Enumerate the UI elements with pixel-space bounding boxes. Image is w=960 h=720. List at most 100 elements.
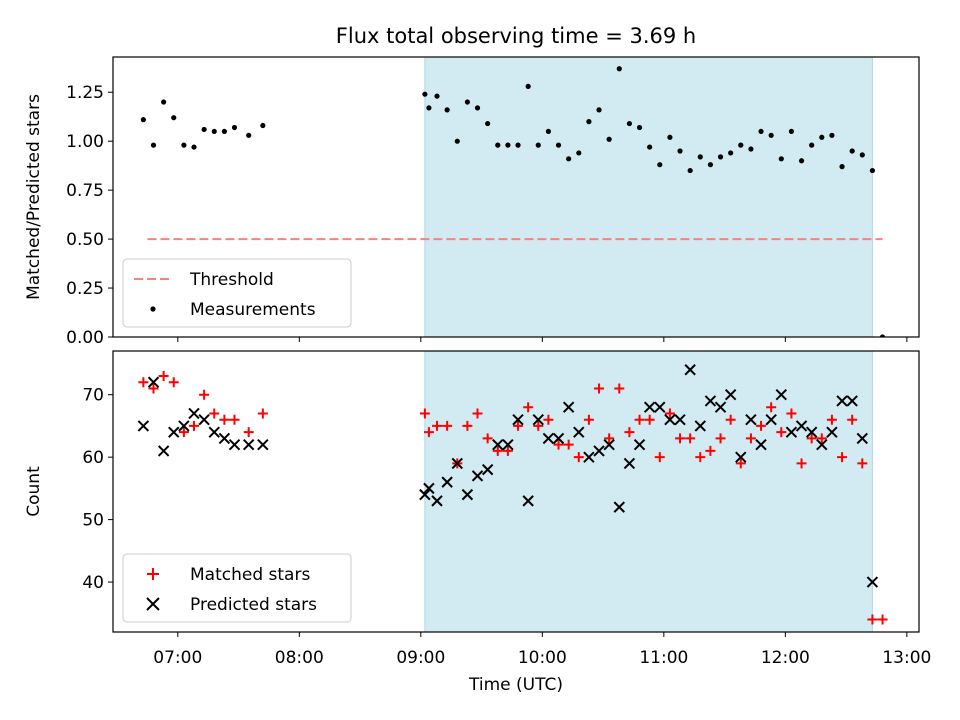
matched-star-point: [816, 433, 827, 444]
predicted-star-point: [188, 407, 200, 420]
matched-star-point: [148, 383, 159, 394]
matched-star-point: [219, 414, 230, 425]
legend-predicted-swatch: [146, 597, 160, 611]
measurement-point: [201, 126, 207, 133]
matched-star-point: [705, 445, 716, 456]
observing-span: [424, 56, 873, 338]
matched-star-point: [826, 414, 837, 425]
measurement-point: [495, 142, 501, 148]
predicted-star-point: [542, 432, 555, 445]
matched-star-point: [594, 383, 605, 394]
matched-star-point: [492, 445, 503, 456]
measurement-point: [626, 120, 633, 127]
measurement-point: [697, 154, 703, 160]
bottom-legend: Matched stars Predicted stars: [122, 553, 352, 623]
predicted-star-point: [512, 413, 524, 426]
predicted-star-point: [461, 488, 474, 501]
matched-star-point: [482, 433, 493, 444]
x-tick-label: 09:00: [396, 648, 445, 668]
predicted-star-point: [643, 401, 656, 413]
predicted-star-point: [724, 389, 737, 401]
matched-star-point: [654, 452, 665, 463]
predicted-star-point: [147, 376, 160, 388]
y-tick-label: 0.50: [66, 230, 104, 250]
x-tick-label: 10:00: [518, 648, 567, 668]
matched-star-point: [614, 383, 625, 394]
predicted-star-point: [198, 413, 210, 426]
bottom-axes-frame: [112, 350, 920, 633]
y-tick-label: 1.00: [66, 132, 104, 152]
measurement-point: [181, 142, 187, 148]
predicted-star-point: [704, 395, 717, 407]
matched-star-point: [209, 408, 220, 419]
predicted-star-point: [441, 476, 453, 488]
measurement-point: [839, 164, 845, 170]
predicted-star-point: [795, 420, 808, 432]
matched-star-point: [847, 414, 858, 425]
matched-star-point: [533, 420, 544, 431]
y-tick-label: 40: [82, 573, 104, 593]
y-tick-label: 0.75: [66, 181, 104, 201]
measurement-point: [140, 117, 146, 123]
measurement-point: [798, 158, 805, 164]
measurement-point: [616, 66, 622, 72]
matched-star-point: [419, 408, 430, 419]
matched-star-point: [178, 427, 189, 438]
matched-star-point: [423, 427, 434, 438]
predicted-star-point: [694, 420, 706, 432]
measurement-point: [809, 142, 815, 148]
observing-span: [424, 350, 873, 633]
matched-star-point: [735, 458, 746, 469]
matched-star-point: [462, 420, 473, 431]
measurement-point: [555, 142, 562, 148]
predicted-star-point: [623, 457, 636, 470]
measurement-point: [545, 128, 552, 135]
matched-star-point: [756, 420, 767, 431]
predicted-star-point: [836, 395, 848, 407]
measurement-point: [422, 91, 428, 97]
measurement-point: [596, 107, 602, 113]
measurement-point: [525, 83, 531, 89]
predicted-star-point: [775, 389, 787, 401]
matched-star-point: [877, 614, 888, 625]
predicted-star-point: [613, 501, 625, 513]
measurement-point: [859, 152, 865, 158]
measurement-point: [728, 150, 734, 156]
predicted-star-point: [552, 432, 565, 445]
matched-star-point: [685, 433, 696, 444]
predicted-star-point: [765, 413, 777, 426]
matched-star-point: [168, 377, 179, 388]
matched-star-point: [563, 439, 574, 450]
matched-star-point: [543, 414, 554, 425]
legend-box: [122, 258, 352, 328]
measurement-point: [707, 162, 714, 168]
measurement-point: [667, 134, 673, 140]
predicted-star-point: [603, 438, 615, 451]
legend-measurement-swatch: [150, 306, 156, 312]
predicted-star-point: [593, 445, 605, 457]
predicted-star-point: [583, 451, 595, 463]
measurement-point: [246, 132, 252, 138]
predicted-star-point: [419, 488, 431, 501]
predicted-star-point: [218, 432, 231, 445]
predicted-star-point: [805, 426, 818, 438]
top-axes-frame: [112, 56, 920, 338]
measurement-point: [748, 146, 754, 152]
predicted-star-point: [714, 401, 727, 413]
measurement-point: [505, 142, 511, 148]
legend-label: Matched stars: [190, 565, 310, 585]
predicted-star-point: [502, 438, 514, 451]
predicted-star-point: [633, 438, 646, 451]
matched-star-point: [229, 414, 240, 425]
predicted-star-point: [562, 401, 575, 413]
top-data: [140, 66, 886, 337]
y-tick-label: 70: [82, 386, 104, 406]
measurement-point: [150, 142, 157, 148]
matched-star-point: [776, 427, 787, 438]
matched-star-point: [502, 445, 513, 456]
measurement-point: [738, 142, 744, 148]
measurement-point: [768, 132, 774, 138]
matched-star-point: [796, 458, 807, 469]
matched-star-point: [442, 420, 453, 431]
measurement-point: [717, 154, 724, 160]
